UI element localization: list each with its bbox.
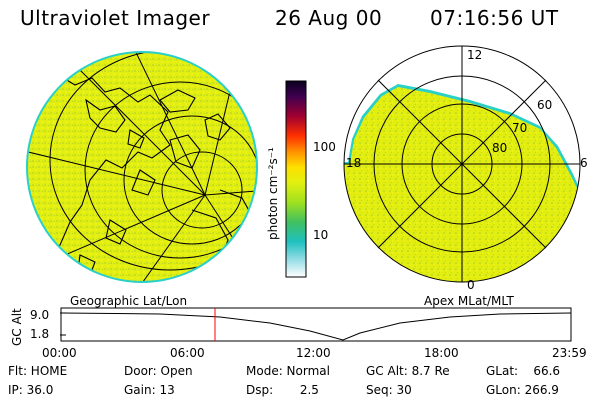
mlat-label-60: 60: [537, 98, 553, 112]
left-map-label: Geographic Lat/Lon: [70, 294, 188, 308]
mlt-label-6: 6: [580, 156, 588, 170]
alt-x-tick-0000: 00:00: [42, 346, 77, 360]
glon-label: GLon: 266.9: [486, 383, 559, 397]
colorbar-tick-10: 10: [313, 228, 329, 242]
alt-x-tick-0600: 06:00: [170, 346, 205, 360]
aurora-image-polar: [344, 84, 580, 282]
door-label: Door: Open: [124, 364, 193, 378]
gain-label: Gain: 13: [124, 383, 175, 397]
alt-x-tick-2359: 23:59: [552, 346, 587, 360]
right-map-label: Apex MLat/MLT: [424, 294, 514, 308]
geographic-globe: [26, 51, 258, 283]
date-label: 26 Aug 00: [275, 6, 383, 30]
altitude-plot: [60, 307, 572, 342]
gc-alt-label: GC Alt: 8.7 Re: [366, 364, 450, 378]
alt-x-tick-1800: 18:00: [424, 346, 459, 360]
mlt-label-18: 18: [346, 156, 362, 170]
dsp-label: Dsp: 2.5: [246, 383, 319, 397]
app-title: Ultraviolet Imager: [20, 6, 211, 30]
flight-label: Flt: HOME: [8, 364, 68, 378]
colorbar-unit-label: photon cm⁻²s⁻¹: [266, 147, 280, 240]
mlt-label-0: 0: [467, 278, 475, 292]
colorbar: [285, 80, 307, 278]
mlt-label-12: 12: [467, 48, 483, 62]
mode-label: Mode: Normal: [246, 364, 330, 378]
glat-label: GLat: 66.6: [486, 364, 561, 378]
time-label: 07:16:56 UT: [430, 6, 559, 30]
alt-y-tick-9: 9.0: [30, 308, 50, 322]
aurora-image: [28, 53, 256, 281]
mlat-label-70: 70: [512, 121, 528, 135]
colorbar-tick-100: 100: [313, 140, 336, 154]
ip-label: IP: 36.0: [8, 383, 54, 397]
seq-label: Seq: 30: [366, 383, 412, 397]
apex-polar-plot: [343, 45, 581, 283]
mlat-grid: [343, 45, 581, 283]
alt-x-tick-1200: 12:00: [296, 346, 331, 360]
alt-y-label: GC Alt: [10, 308, 24, 346]
alt-y-tick-1-8: 1.8: [30, 327, 50, 341]
mlat-label-80: 80: [492, 141, 508, 155]
